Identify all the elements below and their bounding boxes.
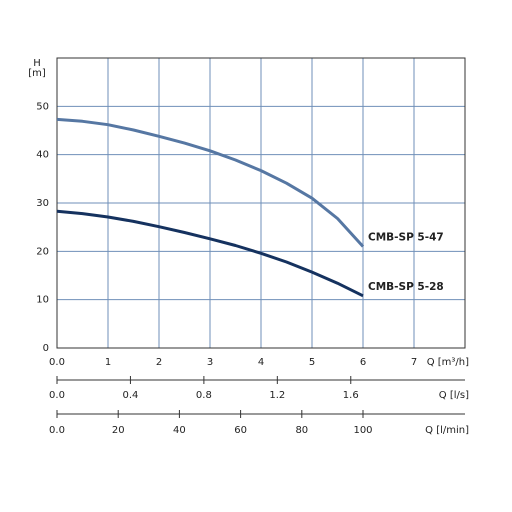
y-axis-symbol: H bbox=[33, 58, 41, 69]
x3-tick-label: 100 bbox=[353, 425, 372, 436]
x-tick-label: 0.0 bbox=[49, 357, 65, 368]
x3-tick-label: 60 bbox=[234, 425, 247, 436]
x2-tick-label: 0.4 bbox=[122, 390, 138, 401]
x2-axis-label: Q [l/s] bbox=[439, 390, 469, 401]
x-tick-label: 2 bbox=[156, 357, 162, 368]
x3-tick-label: 40 bbox=[173, 425, 186, 436]
x2-tick-label: 0.0 bbox=[49, 390, 65, 401]
series-line bbox=[56, 209, 364, 298]
x-tick-label: 5 bbox=[309, 357, 315, 368]
x3-tick-label: 20 bbox=[112, 425, 125, 436]
y-tick-label: 30 bbox=[36, 198, 49, 209]
y-axis-unit: [m] bbox=[28, 68, 46, 79]
x-tick-label: 7 bbox=[411, 357, 417, 368]
x-tick-label: 4 bbox=[258, 357, 264, 368]
y-tick-label: 50 bbox=[36, 101, 49, 112]
x-tick-label: 1 bbox=[105, 357, 111, 368]
x3-tick-label: 0.0 bbox=[49, 425, 65, 436]
plot-frame bbox=[56, 57, 466, 349]
series-label: CMB-SP 5-28 bbox=[368, 281, 444, 293]
x2-tick-label: 1.6 bbox=[343, 390, 359, 401]
x3-axis-label: Q [l/min] bbox=[425, 425, 469, 436]
x-tick-label: 6 bbox=[360, 357, 366, 368]
y-tick-label: 0 bbox=[43, 343, 49, 354]
x2-tick-label: 1.2 bbox=[269, 390, 285, 401]
y-tick-label: 20 bbox=[36, 246, 49, 257]
series-line bbox=[56, 117, 365, 248]
x2-tick-label: 0.8 bbox=[196, 390, 212, 401]
y-tick-label: 10 bbox=[36, 295, 49, 306]
series-label: CMB-SP 5-47 bbox=[368, 232, 444, 244]
y-tick-label: 40 bbox=[36, 150, 49, 161]
x-axis-label: Q [m³/h] bbox=[427, 357, 469, 368]
x3-tick-label: 80 bbox=[295, 425, 308, 436]
x-tick-label: 3 bbox=[207, 357, 213, 368]
